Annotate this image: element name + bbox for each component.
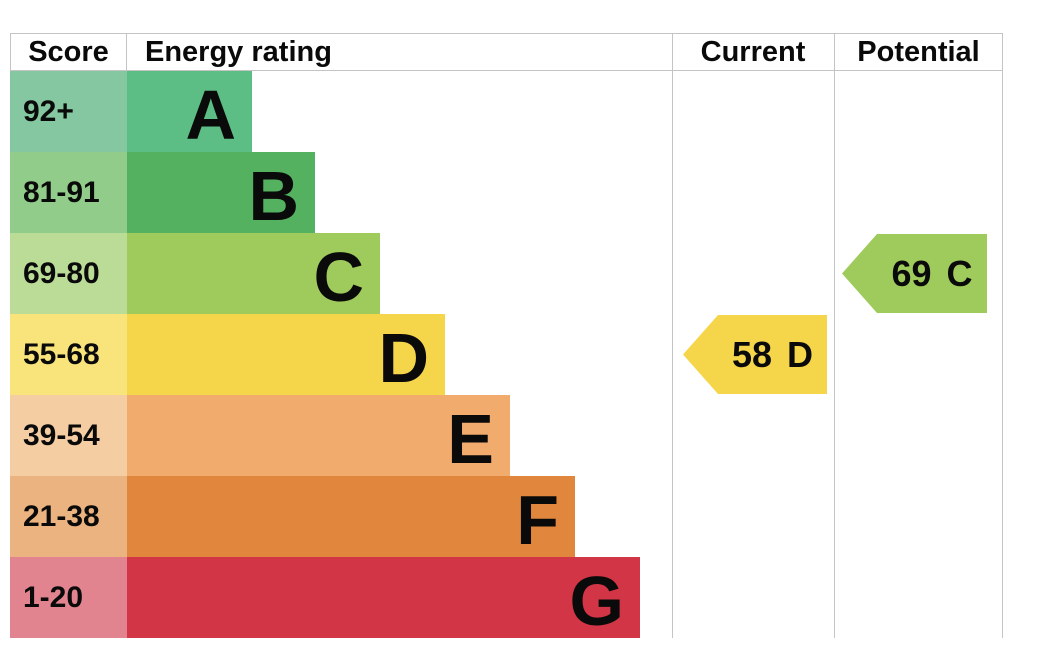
band-bar: C (127, 233, 380, 314)
band-score-range: 1-20 (10, 557, 127, 638)
band-row: 92+ A (10, 71, 1003, 152)
table-right-border (1002, 34, 1003, 638)
table-header-row: Score Energy rating Current Potential (10, 34, 1003, 71)
epc-table: Score Energy rating Current Potential 92… (10, 33, 1003, 638)
band-bar: D (127, 314, 445, 395)
rating-bands: 92+ A 81-91 B 69-80 C 55-68 D 39-54 E 21… (10, 71, 1003, 638)
band-row: 39-54 E (10, 395, 1003, 476)
band-letter: A (185, 75, 236, 154)
band-score-range: 39-54 (10, 395, 127, 476)
band-letter: G (569, 561, 624, 640)
band-bar: E (127, 395, 510, 476)
potential-band-letter: C (946, 252, 973, 294)
band-score-range: 55-68 (10, 314, 127, 395)
potential-score-value: 69 (891, 252, 932, 294)
potential-header: Potential (857, 35, 980, 68)
energy-rating-header: Energy rating (145, 35, 332, 68)
band-score-range: 21-38 (10, 476, 127, 557)
band-letter: F (516, 480, 559, 559)
current-column-divider (672, 34, 673, 638)
current-band-letter: D (787, 333, 814, 375)
band-bar: G (127, 557, 640, 638)
band-row: 21-38 F (10, 476, 1003, 557)
band-bar: B (127, 152, 315, 233)
band-score-range: 69-80 (10, 233, 127, 314)
potential-rating-arrow: 69 C (842, 234, 987, 313)
band-letter: E (447, 399, 494, 478)
band-letter: B (248, 156, 299, 235)
band-bar: A (127, 71, 252, 152)
band-bar: F (127, 476, 575, 557)
current-rating-arrow: 58 D (683, 315, 827, 394)
current-header: Current (700, 35, 806, 68)
band-score-range: 81-91 (10, 152, 127, 233)
band-row: 1-20 G (10, 557, 1003, 638)
potential-column-divider (834, 34, 835, 638)
band-letter: C (313, 237, 364, 316)
current-score-value: 58 (731, 333, 773, 375)
band-letter: D (378, 318, 429, 397)
band-score-range: 92+ (10, 71, 127, 152)
score-header: Score (10, 34, 127, 70)
band-row: 81-91 B (10, 152, 1003, 233)
band-row: 69-80 C (10, 233, 1003, 314)
band-row: 55-68 D (10, 314, 1003, 395)
